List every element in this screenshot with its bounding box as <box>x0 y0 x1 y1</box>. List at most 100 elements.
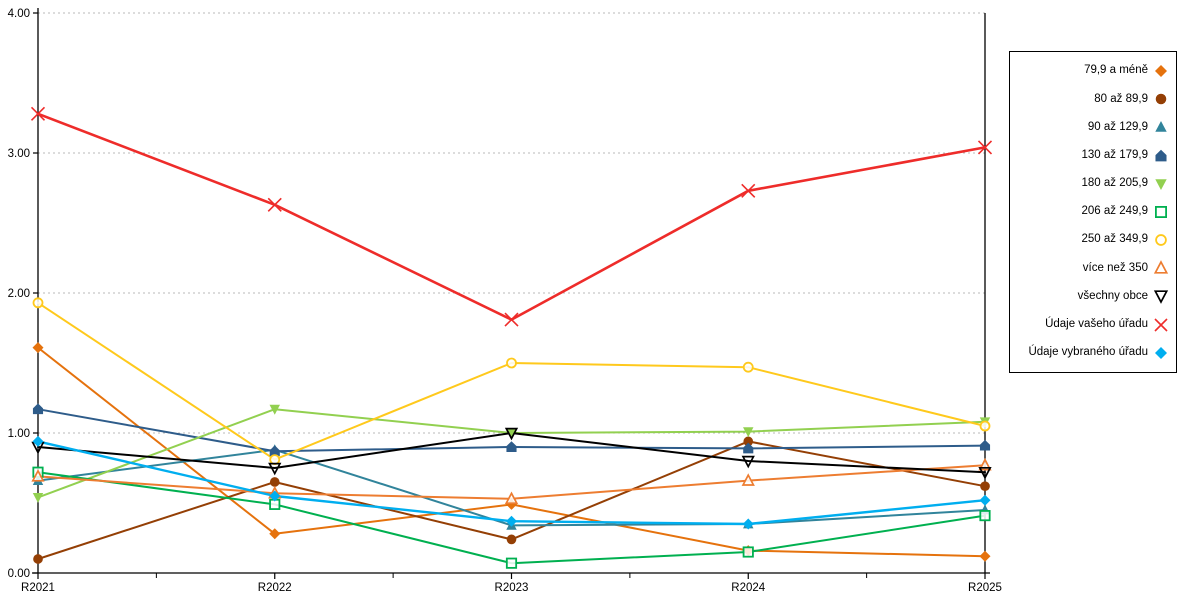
data-point-marker <box>32 493 44 503</box>
data-point-marker <box>742 518 754 530</box>
legend-item: Údaje vybraného úřadu <box>1014 345 1169 361</box>
data-point-marker <box>1153 290 1169 305</box>
data-point-marker <box>743 436 754 447</box>
data-point-marker <box>506 428 517 439</box>
data-point-marker <box>1155 178 1167 190</box>
data-point-marker <box>1155 234 1167 246</box>
data-point-marker <box>979 420 991 432</box>
data-point-marker <box>269 404 280 415</box>
data-point-marker <box>1153 260 1169 274</box>
data-point-marker <box>980 481 990 492</box>
legend-item-label: Údaje vybraného úřadu <box>1028 346 1148 359</box>
legend-item-label: Údaje vašeho úřadu <box>1045 317 1148 330</box>
data-point-marker <box>30 106 46 121</box>
data-point-marker <box>977 140 993 155</box>
series <box>36 112 987 321</box>
data-point-marker <box>1155 346 1167 359</box>
series-markers <box>32 404 991 503</box>
data-point-marker <box>268 462 282 476</box>
legend: 79,9 a méně 80 až 89,9 90 až 129,9 130 až 1… <box>1009 51 1177 373</box>
legend-item: 90 až 129,9 <box>1014 119 1169 135</box>
data-point-marker <box>269 528 281 540</box>
axes: 0.00 1.00 2.00 3.00 4.00 R2021 R2022 R2023 R2024… <box>8 8 1002 594</box>
data-point-marker <box>1155 93 1167 105</box>
legend-item: všechny obce <box>1014 288 1169 305</box>
legend-item-label: 80 až 89,9 <box>1094 92 1148 105</box>
legend-marker-icon <box>1155 93 1167 105</box>
data-point-marker <box>979 510 991 522</box>
data-point-marker <box>269 490 281 502</box>
legend-item: 80 až 89,9 <box>1014 91 1169 107</box>
data-point-marker <box>506 534 517 545</box>
legend-item-label: 250 až 349,9 <box>1081 233 1148 246</box>
data-point-marker <box>506 441 517 452</box>
legend-item-label: více než 350 <box>1082 261 1148 274</box>
legend-marker-icon <box>1154 318 1168 332</box>
legend-marker-icon <box>1155 149 1167 161</box>
data-point-marker <box>978 466 992 480</box>
legend-item: 250 až 349,9 <box>1014 232 1169 248</box>
data-point-marker <box>269 445 280 457</box>
y-axis-tick-label: 4.00 <box>8 8 30 20</box>
data-point-marker <box>506 357 517 369</box>
series-markers <box>32 297 991 466</box>
legend-item-label: 90 až 129,9 <box>1087 120 1148 133</box>
series-markers <box>33 436 990 564</box>
data-point-marker <box>742 546 754 558</box>
legend-item: 79,9 a méně <box>1014 63 1169 79</box>
legend-marker-icon <box>1155 346 1167 359</box>
y-axis-tick-label: 1.00 <box>8 428 30 440</box>
legend-item: 180 až 205,9 <box>1014 176 1169 192</box>
data-point-marker <box>32 342 44 354</box>
y-axis-tick-label: 3.00 <box>8 148 30 160</box>
data-point-marker <box>505 557 518 569</box>
series-line <box>36 112 987 321</box>
legend-item-label: 130 až 179,9 <box>1081 148 1148 161</box>
data-point-marker <box>504 491 519 505</box>
legend-item-label: všechny obce <box>1077 289 1148 302</box>
data-point-marker <box>504 427 519 441</box>
legend-item-label: 180 až 205,9 <box>1081 177 1148 190</box>
series-markers <box>32 403 991 457</box>
legend-item: Údaje vašeho úřadu <box>1014 317 1169 333</box>
legend-item-label: 79,9 a méně <box>1084 64 1148 77</box>
gridlines <box>38 12 985 434</box>
x-axis-tick-label: R2023 <box>495 582 529 594</box>
data-point-marker <box>979 550 991 562</box>
data-point-marker <box>1155 149 1167 161</box>
legend-marker-icon <box>1155 178 1167 190</box>
data-point-marker <box>1154 318 1168 332</box>
data-point-marker <box>741 183 756 198</box>
legend-marker-icon <box>1155 205 1167 218</box>
legend-item: 206 až 249,9 <box>1014 204 1169 220</box>
data-point-marker <box>743 442 754 454</box>
data-point-marker <box>741 473 755 486</box>
legend-marker-icon <box>1155 65 1167 78</box>
series-line <box>36 440 987 526</box>
data-point-marker <box>741 455 755 469</box>
data-point-marker <box>267 197 282 212</box>
legend-item: více než 350 <box>1014 260 1169 276</box>
data-point-marker <box>979 439 991 451</box>
legend-marker-icon <box>1155 121 1167 133</box>
y-axis-tick-label: 2.00 <box>8 288 30 300</box>
series-line <box>37 408 986 499</box>
x-axis-tick-label: R2025 <box>968 582 1002 594</box>
data-point-marker <box>32 435 44 447</box>
data-point-marker <box>33 554 43 564</box>
data-point-marker <box>506 515 517 527</box>
y-axis-tick-label: 0.00 <box>8 568 30 580</box>
data-point-marker <box>1155 65 1167 78</box>
series-markers <box>30 106 993 327</box>
data-point-marker <box>504 312 519 327</box>
data-point-marker <box>269 477 280 487</box>
series <box>37 408 986 499</box>
data-point-marker <box>1155 121 1167 133</box>
legend-item-label: 206 až 249,9 <box>1081 205 1148 218</box>
series <box>36 440 987 526</box>
data-point-marker <box>32 297 44 309</box>
data-point-marker <box>1155 205 1167 218</box>
data-point-marker <box>979 494 991 506</box>
